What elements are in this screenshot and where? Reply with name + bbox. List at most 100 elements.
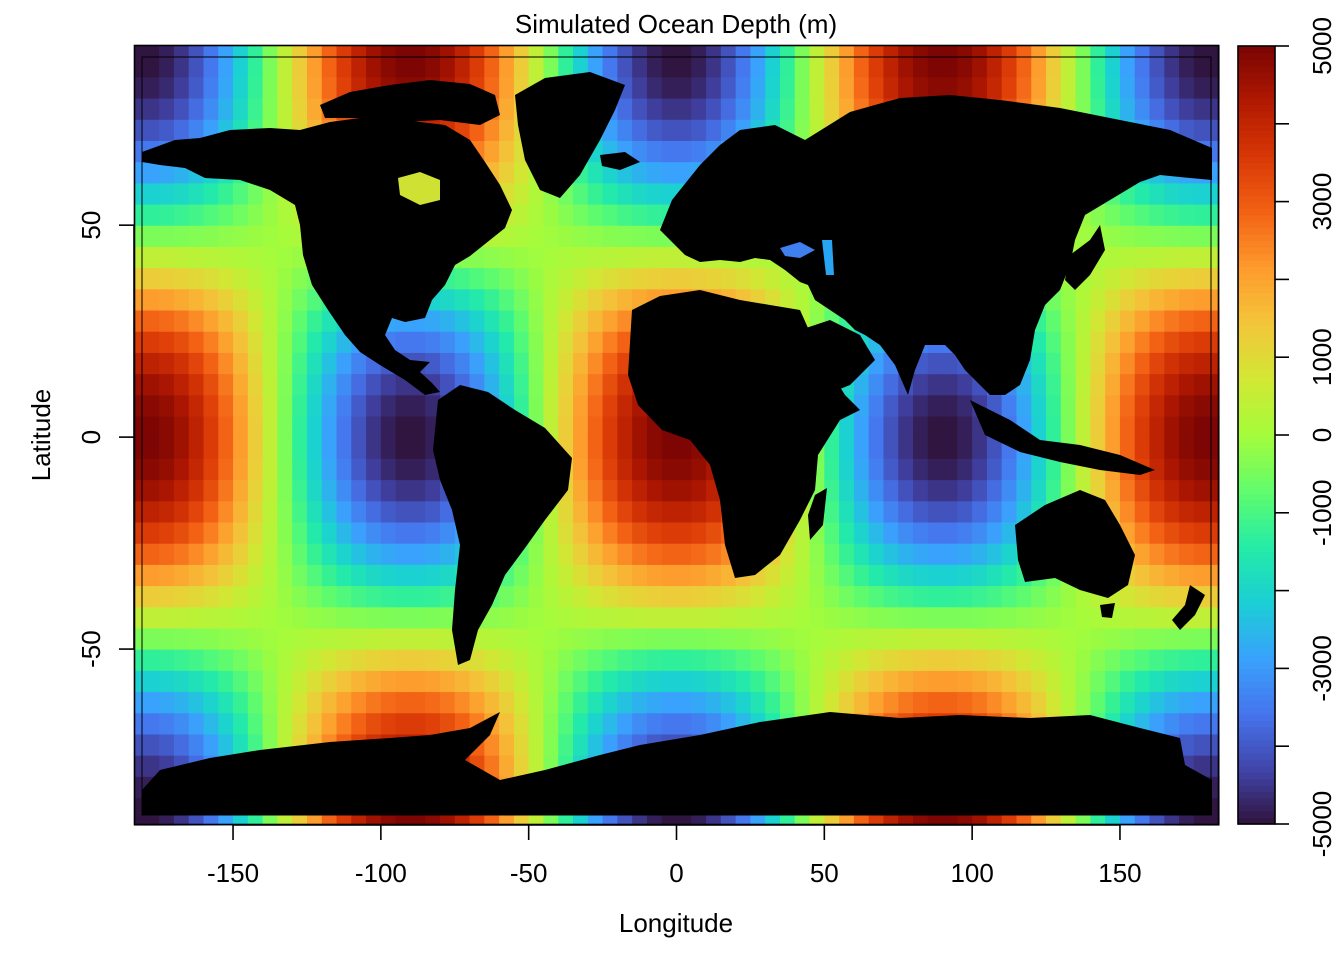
heatmap-cell [188, 203, 205, 226]
heatmap-cell [439, 309, 456, 332]
heatmap-cell [366, 627, 382, 650]
heatmap-cell [587, 733, 604, 756]
heatmap-cell [543, 733, 559, 756]
land-eurasia [660, 95, 1212, 395]
heatmap-cell [439, 331, 456, 353]
heatmap-cell [1208, 649, 1220, 671]
heatmap-cell [439, 352, 456, 375]
colorbar-swatch [1238, 259, 1275, 268]
heatmap-cell [587, 543, 604, 565]
heatmap-cell [262, 649, 278, 671]
heatmap-cell [233, 606, 249, 629]
heatmap-cell [1060, 585, 1077, 608]
heatmap-cell [247, 458, 264, 481]
heatmap-cell [218, 606, 234, 629]
heatmap-cell [395, 55, 412, 78]
heatmap-cell [942, 543, 958, 565]
heatmap-cell [1001, 670, 1018, 693]
heatmap-cell [410, 712, 426, 735]
colorbar-swatch [1238, 486, 1275, 494]
heatmap-cell [1179, 352, 1195, 375]
heatmap-cell [1208, 288, 1220, 311]
heatmap-cell [425, 627, 441, 650]
heatmap-cell [646, 437, 663, 459]
colorbar-swatch [1238, 123, 1275, 131]
heatmap-cell [853, 649, 870, 671]
heatmap-cell [218, 288, 234, 311]
colorbar-swatch [1238, 629, 1275, 637]
heatmap-cell [691, 267, 707, 290]
heatmap-cell [809, 585, 825, 608]
heatmap-cell [159, 119, 175, 141]
heatmap-cell [469, 45, 485, 57]
heatmap-cell [735, 585, 752, 608]
heatmap-cell [188, 415, 205, 438]
heatmap-cell [499, 45, 515, 57]
heatmap-cell [1208, 225, 1220, 247]
heatmap-cell [499, 691, 515, 714]
heatmap-cell [247, 45, 264, 57]
heatmap-cell [528, 225, 545, 247]
heatmap-cell [454, 267, 471, 290]
heatmap-cell [646, 140, 663, 163]
heatmap-cell [1164, 45, 1180, 57]
heatmap-cell [336, 585, 352, 608]
heatmap-cell [336, 670, 352, 693]
heatmap-cell [528, 246, 545, 269]
heatmap-cell [602, 394, 618, 417]
heatmap-cell [484, 140, 500, 163]
heatmap-cell [794, 76, 811, 99]
heatmap-cell [1134, 97, 1151, 120]
heatmap-cell [632, 606, 648, 629]
heatmap-cell [824, 479, 840, 502]
heatmap-cell [484, 246, 500, 269]
heatmap-cell [134, 458, 145, 481]
heatmap-cell [646, 161, 663, 184]
heatmap-cell [957, 458, 973, 481]
heatmap-cell [735, 267, 752, 290]
heatmap-cell [173, 733, 190, 756]
heatmap-cell [720, 627, 737, 650]
heatmap-cell [144, 267, 160, 290]
heatmap-cell [868, 55, 885, 78]
heatmap-cell [809, 818, 825, 826]
heatmap-cell [233, 76, 249, 99]
land-south-america [433, 385, 572, 665]
heatmap-cell [942, 437, 958, 459]
heatmap-cell [262, 55, 278, 78]
heatmap-cell [262, 45, 278, 57]
heatmap-cell [247, 225, 264, 247]
heatmap-cell [809, 670, 825, 693]
heatmap-cell [1119, 97, 1136, 120]
heatmap-cell [1090, 288, 1106, 311]
colorbar-swatch [1238, 91, 1275, 99]
heatmap-cell [425, 670, 441, 693]
heatmap-cell [602, 437, 618, 459]
heatmap-cell [336, 543, 352, 565]
colorbar-swatch [1238, 551, 1275, 559]
heatmap-cell [247, 76, 264, 99]
heatmap-cell [543, 225, 559, 247]
heatmap-cell [262, 818, 278, 826]
colorbar-tick-label: 5000 [1307, 17, 1337, 75]
heatmap-cell [883, 45, 899, 57]
heatmap-cell [632, 140, 648, 163]
heatmap-cell [1031, 331, 1047, 353]
heatmap-cell [942, 479, 958, 502]
heatmap-cell [1149, 76, 1165, 99]
heatmap-cell [543, 627, 559, 650]
heatmap-cell [661, 670, 678, 693]
heatmap-cell [1193, 373, 1210, 396]
heatmap-cell [218, 373, 234, 396]
heatmap-cell [573, 500, 589, 523]
heatmap-cell [380, 627, 397, 650]
heatmap-cell [632, 76, 648, 99]
heatmap-cell [1193, 267, 1210, 290]
heatmap-cell [691, 76, 707, 99]
heatmap-cell [513, 373, 530, 396]
heatmap-cell [425, 331, 441, 353]
heatmap-cell [927, 649, 944, 671]
heatmap-cell [277, 267, 293, 290]
heatmap-cell [543, 309, 559, 332]
heatmap-cell [779, 818, 796, 826]
